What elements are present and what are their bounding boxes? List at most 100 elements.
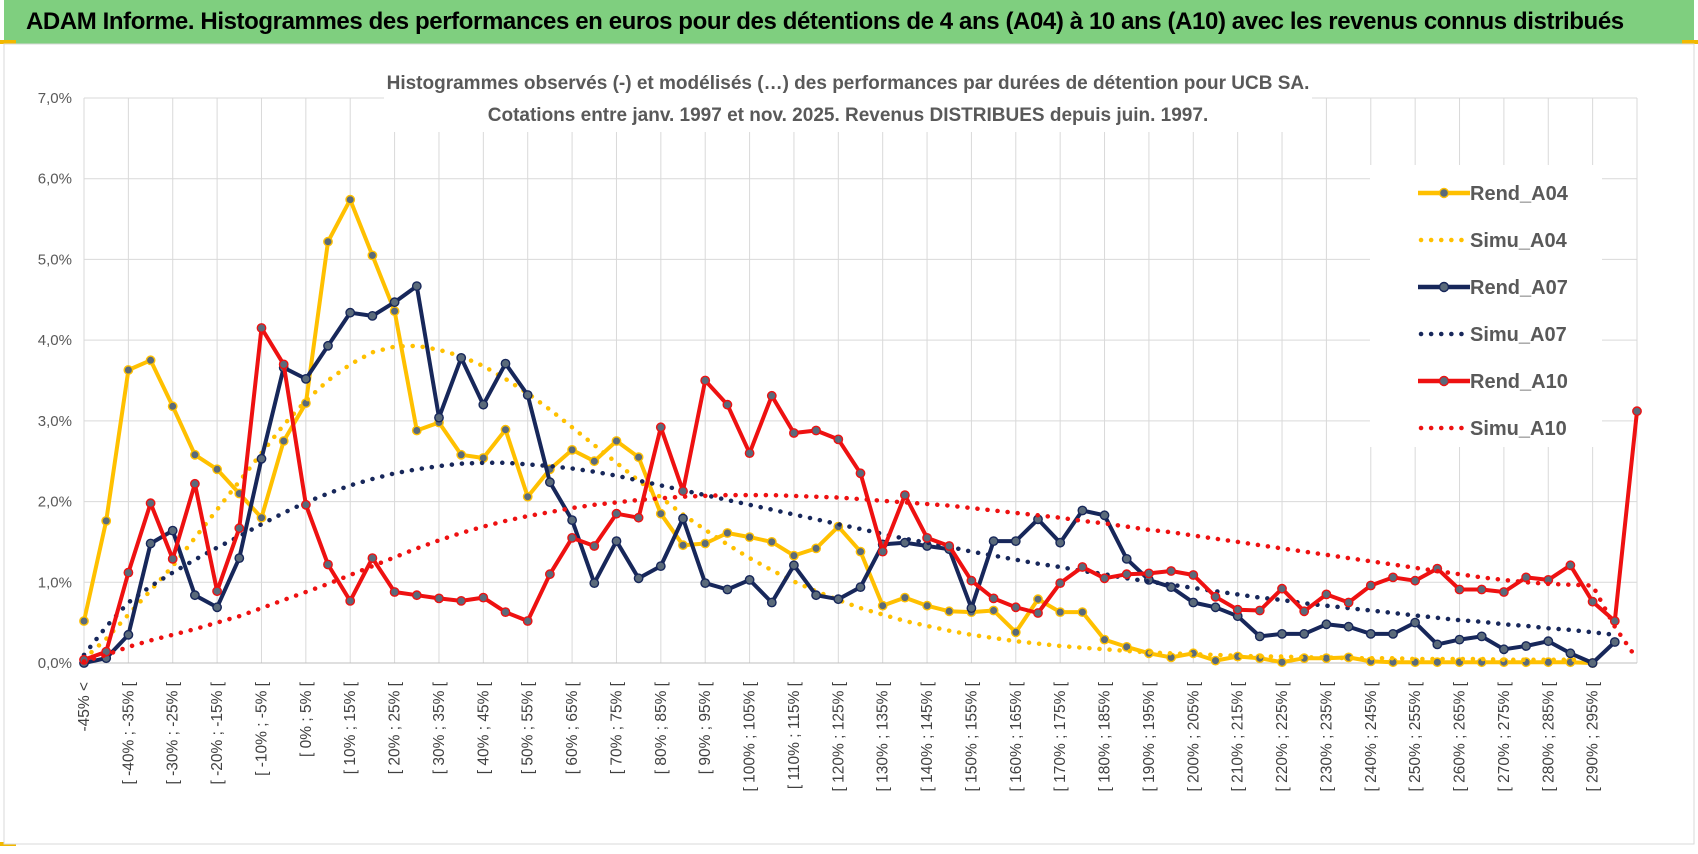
x-tick-label: [ 160% ; 165% [	[1008, 681, 1025, 791]
data-point	[922, 533, 932, 543]
data-point	[434, 412, 444, 423]
x-tick-label: [ 140% ; 145% [	[919, 681, 936, 791]
report-banner: ADAM Informe. Histogrammes des performan…	[4, 0, 1694, 45]
data-point	[189, 449, 200, 460]
data-point	[811, 590, 821, 601]
data-point	[411, 425, 422, 436]
data-point	[1299, 606, 1310, 617]
data-point	[123, 567, 134, 578]
data-point	[1499, 644, 1509, 655]
data-point	[478, 592, 489, 603]
x-tick-label: [ 230% ; 235% [	[1318, 681, 1335, 791]
data-point	[944, 606, 955, 617]
x-tick-label: [ 30% ; 35% [	[431, 681, 448, 774]
x-tick-label: [ 220% ; 225% [	[1274, 681, 1291, 791]
legend-item-rend-a10: Rend_A10	[1418, 371, 1568, 393]
x-tick-label: [ 90% ; 95% [	[697, 681, 714, 774]
x-tick-label: [ 120% ; 125% [	[830, 681, 847, 791]
data-point	[678, 513, 688, 524]
data-point	[1410, 617, 1421, 628]
data-point	[123, 629, 134, 640]
data-point	[1121, 642, 1132, 652]
data-point	[1632, 406, 1642, 417]
data-point	[545, 569, 555, 580]
data-point	[411, 281, 422, 291]
series-rend-a07	[79, 281, 1620, 668]
data-point	[700, 538, 711, 549]
x-tick-label: [ -20% ; -15% [	[209, 681, 226, 784]
data-point	[1321, 619, 1332, 630]
x-tick-label: [ 50% ; 55% [	[520, 681, 537, 774]
data-point	[789, 560, 799, 571]
y-tick-label: 4,0%	[38, 332, 72, 349]
data-point	[900, 592, 910, 603]
x-tick-label: [ 210% ; 215% [	[1230, 681, 1247, 791]
data-point	[611, 508, 622, 519]
legend-item-simu-a10: Simu_A10	[1418, 418, 1567, 440]
data-point	[79, 616, 89, 626]
report-title: ADAM Informe. Histogrammes des performan…	[26, 8, 1624, 35]
legend-label: Rend_A07	[1470, 277, 1568, 299]
data-point	[567, 533, 577, 543]
chart-title-line1: Histogrammes observés (-) et modélisés (…	[387, 73, 1310, 94]
data-point	[545, 477, 555, 488]
data-point	[1055, 578, 1066, 588]
data-point	[789, 428, 799, 438]
series-line-simu-a10	[81, 492, 1640, 664]
data-point	[389, 306, 400, 316]
data-point	[678, 486, 688, 496]
x-tick-label: [ -40% ; -35% [	[120, 681, 137, 784]
x-tick-label: [ 260% ; 265% [	[1452, 681, 1469, 791]
data-point	[522, 616, 533, 626]
data-point	[1277, 629, 1287, 639]
x-tick-label: [ 110% ; 115% [	[786, 681, 803, 789]
data-point	[167, 554, 178, 564]
data-point	[1232, 604, 1243, 615]
data-point	[966, 575, 977, 586]
data-point	[212, 464, 223, 475]
data-point	[655, 422, 666, 433]
data-point	[1099, 573, 1110, 584]
x-tick-label: [ 80% ; 85% [	[653, 681, 670, 774]
data-point	[1565, 648, 1576, 659]
data-point	[1055, 537, 1066, 548]
data-point	[1410, 575, 1421, 586]
data-point	[1210, 655, 1221, 666]
data-point	[323, 559, 333, 570]
legend-item-simu-a07: Simu_A07	[1418, 324, 1567, 346]
data-point	[1077, 562, 1088, 572]
data-point	[1476, 631, 1487, 642]
data-point	[966, 603, 977, 613]
data-point	[589, 541, 600, 551]
data-point	[367, 250, 378, 261]
data-point	[1388, 629, 1398, 639]
legend-label: Simu_A04	[1470, 230, 1568, 252]
series-simu-a07	[81, 460, 1618, 658]
data-point	[766, 537, 777, 547]
data-point	[500, 358, 511, 369]
data-point	[167, 401, 178, 412]
data-point	[833, 594, 844, 605]
data-point	[1188, 597, 1199, 608]
y-tick-label: 3,0%	[38, 413, 72, 430]
data-point	[655, 508, 666, 519]
x-tick-label: [ 180% ; 185% [	[1097, 681, 1114, 791]
data-point	[922, 600, 932, 611]
data-point	[1521, 641, 1532, 651]
data-point	[234, 523, 245, 534]
data-point	[744, 532, 755, 542]
data-point	[1343, 597, 1354, 608]
data-point	[345, 194, 356, 205]
data-point	[567, 444, 577, 455]
data-point	[212, 586, 223, 597]
data-point	[1365, 629, 1376, 639]
corner-mark-top-left	[0, 40, 16, 44]
data-point	[456, 596, 467, 606]
data-point	[256, 323, 267, 333]
data-point	[323, 340, 333, 351]
data-point	[877, 546, 888, 557]
y-tick-label: 7,0%	[38, 90, 72, 107]
data-point	[1121, 554, 1132, 564]
data-point	[789, 550, 799, 561]
data-point	[1432, 639, 1443, 650]
